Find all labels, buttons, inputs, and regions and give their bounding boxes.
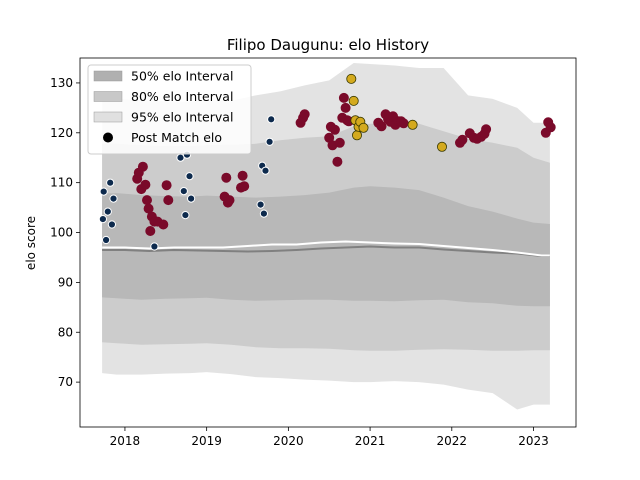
data-point	[545, 122, 556, 133]
data-point	[163, 195, 174, 206]
data-point	[398, 118, 409, 129]
y-tick-label: 100	[50, 226, 73, 240]
data-point	[267, 115, 276, 124]
y-axis-label: elo score	[24, 216, 38, 270]
y-tick-label: 120	[50, 126, 73, 140]
data-point	[109, 194, 118, 203]
data-point	[299, 109, 310, 120]
y-tick-label: 130	[50, 76, 73, 90]
x-tick-label: 2018	[110, 434, 141, 448]
data-point	[224, 195, 235, 206]
legend-swatch	[93, 111, 123, 123]
data-point	[237, 170, 248, 181]
data-point	[481, 124, 492, 135]
data-point	[407, 119, 418, 130]
data-point	[140, 179, 151, 190]
data-point	[141, 195, 152, 206]
data-point	[351, 130, 362, 141]
data-point	[98, 215, 108, 224]
y-tick-label: 110	[50, 176, 73, 190]
chart-title: Filipo Daugunu: elo History	[227, 36, 429, 54]
data-point	[137, 161, 148, 172]
data-point	[332, 156, 343, 167]
data-point	[259, 209, 268, 218]
data-point	[102, 235, 111, 245]
data-point	[256, 200, 265, 209]
axes: 2018 2019 2020 2021 2022 2023 70 80 90 100 110 120 1…	[50, 57, 577, 448]
legend: 50% elo Interval 80% elo Interval 95% elo …	[87, 64, 252, 155]
legend-label: 50% elo Interval	[131, 69, 233, 84]
data-point	[161, 180, 172, 191]
band-50	[102, 186, 550, 307]
data-point	[376, 121, 387, 132]
data-point	[179, 187, 188, 196]
data-point	[187, 194, 196, 203]
data-point	[261, 166, 270, 175]
legend-label: 95% elo Interval	[131, 110, 233, 125]
data-point	[150, 242, 159, 251]
y-tick-label: 90	[58, 275, 73, 289]
legend-box	[87, 64, 252, 155]
data-point	[221, 172, 232, 183]
data-point	[338, 92, 349, 103]
data-point	[185, 172, 194, 181]
legend-swatch	[93, 70, 123, 82]
data-point	[158, 219, 169, 230]
median-line	[102, 245, 550, 257]
data-point	[99, 187, 108, 196]
data-point	[334, 137, 345, 148]
data-point	[346, 73, 357, 84]
data-point	[348, 95, 359, 106]
data-point	[436, 141, 447, 152]
data-point	[457, 134, 468, 145]
data-point	[103, 207, 112, 216]
x-tick-label: 2019	[191, 434, 222, 448]
axes-frame	[79, 57, 577, 428]
data-point	[340, 102, 351, 113]
data-point	[239, 181, 250, 192]
data-point	[358, 122, 369, 133]
data-point	[107, 220, 117, 229]
mean-line	[102, 240, 550, 257]
data-point	[145, 225, 156, 236]
legend-swatch	[93, 91, 123, 102]
legend-marker	[103, 132, 113, 143]
legend-label: Post Match elo	[131, 130, 222, 145]
data-point	[106, 178, 115, 187]
x-tick-label: 2020	[273, 434, 304, 448]
data-point	[181, 211, 190, 220]
legend-label: 80% elo Interval	[131, 89, 233, 104]
x-tick-label: 2021	[355, 434, 386, 448]
y-tick-label: 70	[58, 375, 73, 389]
x-tick-label: 2022	[437, 434, 468, 448]
y-tick-label: 80	[58, 325, 73, 339]
data-point	[265, 137, 274, 146]
x-tick-label: 2023	[518, 434, 549, 448]
data-point	[329, 124, 340, 135]
